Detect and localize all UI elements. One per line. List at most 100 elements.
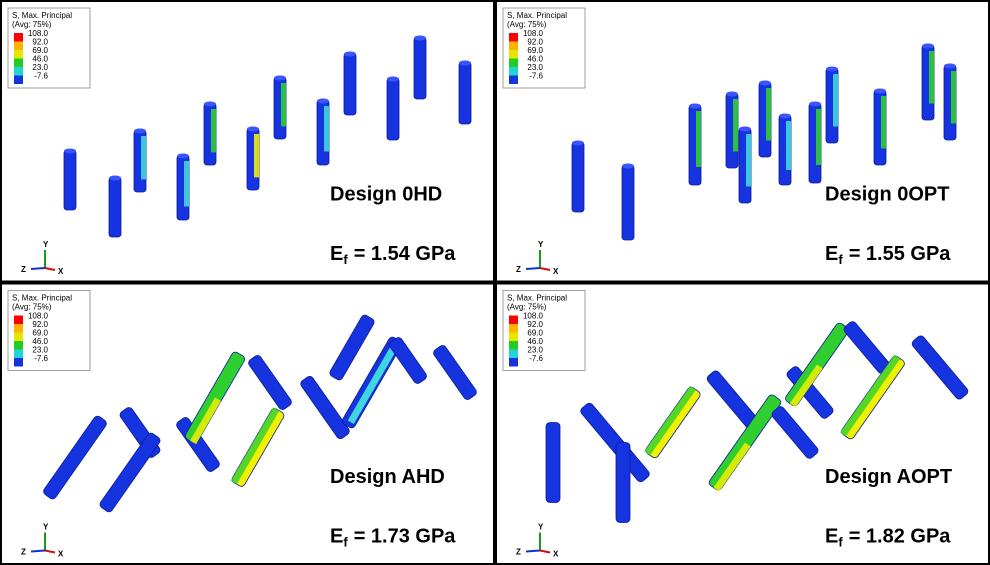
stress-band bbox=[766, 88, 771, 141]
stress-band bbox=[696, 111, 701, 167]
strut-cap bbox=[826, 67, 838, 72]
legend-swatch bbox=[14, 50, 23, 59]
stress-band bbox=[211, 109, 216, 152]
strut bbox=[616, 443, 630, 523]
legend-title: S, Max. Principal bbox=[12, 11, 72, 20]
stress-band bbox=[786, 121, 791, 170]
strut bbox=[414, 37, 426, 99]
legend-subtitle: (Avg: 75%) bbox=[12, 20, 52, 29]
stress-band bbox=[816, 109, 821, 165]
strut-cap bbox=[317, 99, 329, 104]
strut-cap bbox=[689, 104, 701, 109]
strut-cap bbox=[274, 76, 286, 81]
legend-swatch bbox=[509, 341, 518, 350]
modulus-value: = 1.54 GPa bbox=[354, 243, 457, 265]
legend-swatch bbox=[14, 358, 23, 367]
axis-y-label: Y bbox=[538, 523, 544, 532]
strut-cap bbox=[779, 114, 791, 119]
modulus-subscript: f bbox=[343, 252, 348, 267]
modulus-symbol: E bbox=[330, 526, 343, 548]
legend-swatch bbox=[509, 316, 518, 325]
figure: S, Max. Principal(Avg: 75%)108.092.069.0… bbox=[0, 0, 990, 565]
axis-z bbox=[526, 268, 540, 269]
strut bbox=[109, 177, 121, 237]
legend-swatch bbox=[14, 341, 23, 350]
axis-z-label: Z bbox=[21, 265, 26, 274]
axis-y-label: Y bbox=[43, 523, 49, 532]
strut-cap bbox=[922, 44, 934, 49]
strut-cap bbox=[759, 81, 771, 86]
legend-swatch bbox=[14, 59, 23, 68]
legend-subtitle: (Avg: 75%) bbox=[507, 303, 547, 312]
axis-x-label: X bbox=[553, 550, 559, 559]
legend-swatch bbox=[509, 33, 518, 42]
stress-band bbox=[281, 83, 286, 126]
modulus-symbol: E bbox=[825, 243, 838, 265]
strut-body bbox=[546, 423, 560, 503]
legend-swatch bbox=[14, 350, 23, 359]
strut-body bbox=[616, 443, 630, 523]
strut bbox=[344, 53, 356, 115]
strut bbox=[64, 150, 76, 210]
modulus-symbol: E bbox=[825, 526, 838, 548]
legend-swatch bbox=[509, 350, 518, 359]
legend-swatch bbox=[14, 33, 23, 42]
stress-band bbox=[881, 96, 886, 149]
legend-swatch bbox=[509, 358, 518, 367]
design-label: Design AHD bbox=[330, 466, 445, 488]
legend-title: S, Max. Principal bbox=[507, 294, 567, 303]
strut-cap bbox=[134, 129, 146, 134]
legend-swatch bbox=[509, 59, 518, 68]
strut-cap bbox=[344, 52, 356, 57]
legend-swatch bbox=[14, 76, 23, 85]
modulus-value: = 1.82 GPa bbox=[849, 526, 952, 548]
legend-swatch bbox=[14, 67, 23, 76]
strut bbox=[546, 423, 560, 503]
axis-y-label: Y bbox=[538, 240, 544, 249]
legend-swatch bbox=[509, 333, 518, 342]
legend-swatch bbox=[14, 324, 23, 333]
legend-subtitle: (Avg: 75%) bbox=[12, 303, 52, 312]
stress-band bbox=[733, 99, 738, 152]
legend-title: S, Max. Principal bbox=[507, 11, 567, 20]
axis-y-label: Y bbox=[43, 240, 49, 249]
strut-cap bbox=[177, 154, 189, 159]
stress-band bbox=[184, 161, 189, 207]
strut bbox=[572, 142, 584, 212]
legend-swatch bbox=[14, 333, 23, 342]
design-label: Design 0HD bbox=[330, 183, 442, 205]
strut-cap bbox=[387, 77, 399, 82]
strut-cap bbox=[572, 141, 584, 146]
modulus-value: = 1.55 GPa bbox=[849, 243, 952, 265]
stress-band bbox=[746, 134, 751, 187]
design-label: Design AOPT bbox=[825, 466, 952, 488]
stress-band bbox=[141, 136, 146, 179]
stress-band bbox=[254, 134, 259, 177]
axis-x-label: X bbox=[58, 267, 64, 276]
axis-z-label: Z bbox=[516, 265, 521, 274]
axis-z-label: Z bbox=[21, 548, 26, 557]
strut-cap bbox=[622, 164, 634, 169]
stress-band bbox=[929, 51, 934, 104]
axis-z-label: Z bbox=[516, 548, 521, 557]
design-label: Design 0OPT bbox=[825, 183, 949, 205]
strut-cap bbox=[247, 127, 259, 132]
legend-swatch bbox=[509, 67, 518, 76]
axis-x-label: X bbox=[58, 550, 64, 559]
strut bbox=[622, 165, 634, 240]
legend-swatch bbox=[509, 42, 518, 51]
modulus-subscript: f bbox=[838, 252, 843, 267]
stress-band bbox=[324, 106, 329, 152]
strut-cap bbox=[109, 176, 121, 181]
legend-swatch bbox=[509, 50, 518, 59]
modulus-subscript: f bbox=[343, 535, 348, 550]
legend-swatch bbox=[14, 42, 23, 51]
legend-swatch bbox=[14, 316, 23, 325]
strut bbox=[387, 78, 399, 140]
stress-band bbox=[951, 71, 956, 124]
modulus-value: = 1.73 GPa bbox=[354, 526, 457, 548]
legend-value: -7.6 bbox=[34, 354, 48, 363]
legend-title: S, Max. Principal bbox=[12, 294, 72, 303]
strut-cap bbox=[809, 102, 821, 107]
legend-value: -7.6 bbox=[34, 72, 48, 81]
